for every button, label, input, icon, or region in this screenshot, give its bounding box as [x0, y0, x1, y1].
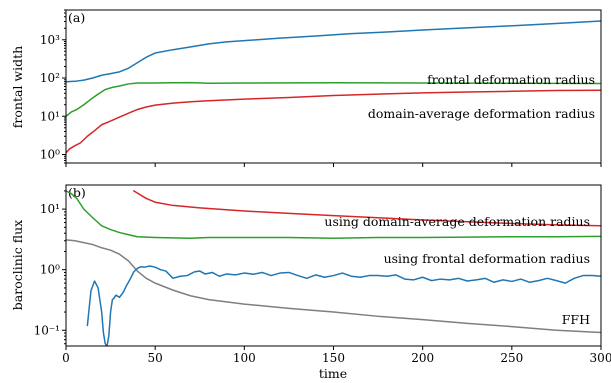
- x-tick-label: 200: [411, 351, 434, 365]
- y-tick-label: 10²: [40, 71, 60, 85]
- y-tick-label: 10⁻¹: [34, 323, 60, 337]
- y-tick-label: 10¹: [40, 109, 60, 123]
- panel-b-x-ticks: 0 50 100 150 200 250 300: [62, 346, 611, 365]
- panel-a-series-line-2: [66, 89, 601, 154]
- panel-b-series-line-0: [133, 190, 601, 227]
- annotation-using-frontal: using frontal deformation radius: [384, 251, 590, 266]
- panel-a-label: (a): [68, 10, 85, 25]
- y-tick-label: 10⁰: [40, 263, 60, 277]
- x-tick-label: 50: [148, 351, 163, 365]
- panel-b: (b) 10⁻¹ 10⁰ 10¹ 0 50 100 150 200 250 300 barocl…: [10, 184, 611, 381]
- panel-a-y-ticks: 10⁰ 10¹ 10² 10³: [40, 9, 66, 164]
- panel-b-series-line-2: [66, 239, 601, 334]
- panel-a-series-line-1: [66, 81, 601, 118]
- annotation-using-domain-average: using domain-average deformation radius: [324, 214, 590, 229]
- panel-b-series: [66, 190, 601, 346]
- panel-a-y-axis-title: frontal width: [10, 46, 25, 128]
- y-tick-label: 10³: [40, 33, 60, 47]
- x-tick-label: 0: [62, 351, 70, 365]
- y-tick-label: 10¹: [40, 202, 60, 216]
- annotation-frontal-deformation-radius: frontal deformation radius: [427, 72, 595, 87]
- x-axis-title: time: [319, 366, 347, 381]
- x-tick-label: 150: [322, 351, 345, 365]
- annotation-ffh: FFH: [562, 312, 590, 327]
- panel-a-series-line-0: [66, 20, 601, 83]
- y-tick-label: 10⁰: [40, 148, 60, 162]
- panel-b-label: (b): [68, 185, 86, 200]
- panel-a-x-ticks: [65, 163, 602, 167]
- x-tick-label: 100: [233, 351, 256, 365]
- x-tick-label: 250: [500, 351, 523, 365]
- panel-b-y-ticks: 10⁻¹ 10⁰ 10¹: [34, 190, 66, 345]
- x-tick-label: 300: [590, 351, 611, 365]
- panel-a: (a) 10⁰ 10¹ 10² 10³ frontal width frontal d…: [10, 9, 602, 167]
- panel-b-series-line-3: [86, 265, 601, 346]
- panel-a-series: [66, 20, 601, 154]
- panel-b-y-axis-title: baroclinic flux: [10, 220, 25, 310]
- panel-b-series-line-1: [66, 190, 601, 240]
- annotation-domain-average-deformation-radius: domain-average deformation radius: [368, 106, 595, 121]
